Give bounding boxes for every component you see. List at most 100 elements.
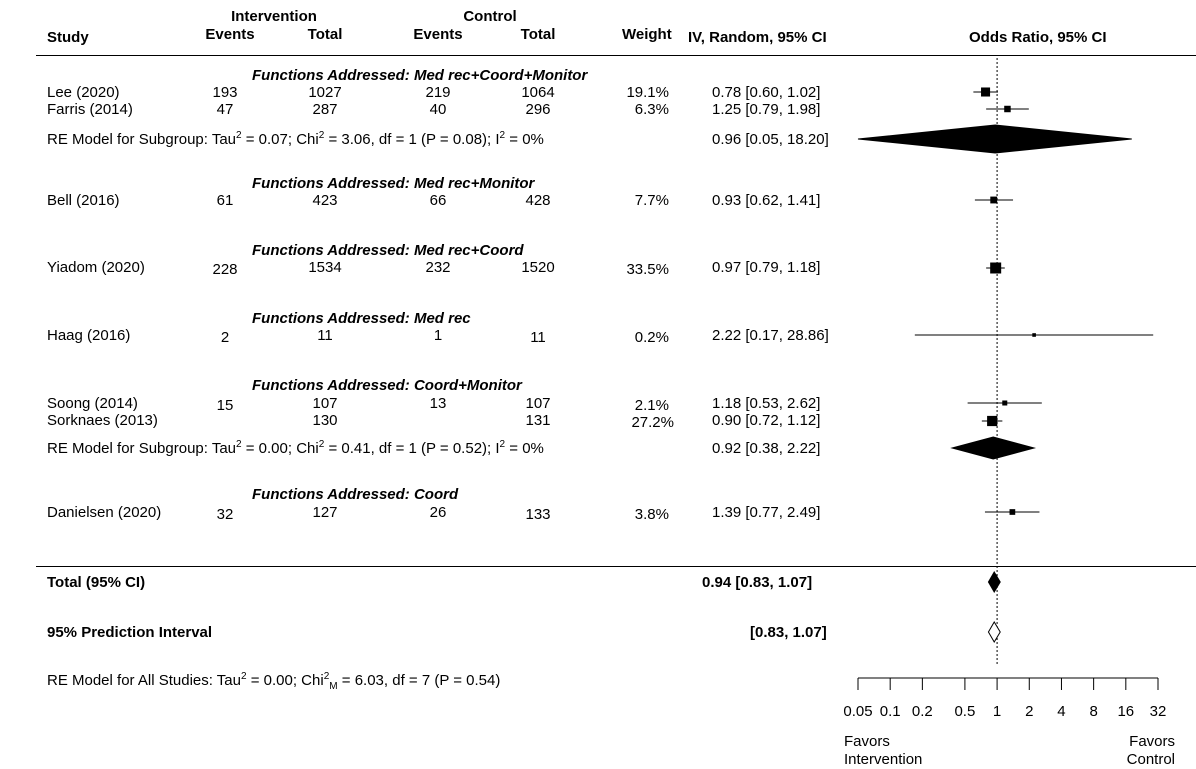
total-rule — [36, 566, 1196, 567]
x-tick-label: 2 — [1025, 703, 1033, 720]
subgroup-label: Functions Addressed: Med rec+Monitor — [252, 175, 535, 192]
favors-left: Favors — [844, 733, 890, 750]
control-total: 428 — [525, 192, 551, 209]
intervention-total: 1027 — [308, 84, 342, 101]
intervention-events: 32 — [216, 506, 234, 523]
control-events: 13 — [429, 395, 447, 412]
control-events: 232 — [425, 259, 451, 276]
control-events: 1 — [433, 327, 443, 344]
subgroup-label: Functions Addressed: Coord+Monitor — [252, 377, 522, 394]
study-ci: 0.78 [0.60, 1.02] — [712, 84, 821, 101]
study-weight: 33.5% — [626, 261, 669, 278]
control-events: 40 — [429, 101, 447, 118]
study-column-header: Study — [47, 29, 89, 46]
intervention-total: 423 — [312, 192, 338, 209]
odds-ratio-header: Odds Ratio, 95% CI — [969, 29, 1107, 46]
control-header: Control — [463, 8, 517, 25]
study-name: Yiadom (2020) — [47, 259, 145, 276]
study-name: Haag (2016) — [47, 327, 131, 344]
study-point — [1004, 105, 1011, 113]
intervention-events: 61 — [216, 192, 234, 209]
subgroup-re-stats: RE Model for Subgroup: Tau2 = 0.07; Chi2… — [47, 130, 544, 149]
intervention-events-header: Events — [205, 26, 255, 43]
intervention-total: 287 — [312, 101, 338, 118]
intervention-events: 228 — [212, 261, 238, 278]
control-events: 66 — [429, 192, 447, 209]
control-events: 219 — [425, 84, 451, 101]
intervention-total: 11 — [317, 327, 333, 344]
study-ci: 0.93 [0.62, 1.41] — [712, 192, 821, 209]
intervention-events: 15 — [216, 397, 234, 414]
study-name: Danielsen (2020) — [47, 504, 162, 521]
favors-right-2: Control — [1126, 751, 1175, 768]
study-ci: 2.22 [0.17, 28.86] — [712, 327, 829, 344]
subgroup-label: Functions Addressed: Coord — [252, 486, 459, 503]
control-total: 1064 — [521, 84, 555, 101]
intervention-events: 2 — [220, 329, 230, 346]
total-ci: 0.94 [0.83, 1.07] — [702, 574, 813, 591]
control-total: 133 — [525, 506, 551, 523]
study-point — [990, 196, 998, 204]
study-name: Farris (2014) — [47, 101, 133, 118]
study-name: Bell (2016) — [47, 192, 120, 209]
study-weight: 0.2% — [634, 329, 669, 346]
intervention-total: 107 — [312, 395, 338, 412]
study-ci: 1.39 [0.77, 2.49] — [712, 504, 821, 521]
intervention-header: Intervention — [231, 8, 317, 25]
study-weight: 3.8% — [634, 506, 669, 523]
subgroup-re-ci: 0.96 [0.05, 18.20] — [712, 131, 829, 148]
subgroup-diamond — [857, 124, 1132, 154]
subgroup-label: Functions Addressed: Med rec — [252, 310, 471, 327]
x-tick-label: 0.2 — [912, 703, 933, 720]
study-point — [1009, 509, 1016, 515]
intervention-total: 1534 — [308, 259, 342, 276]
intervention-events: 193 — [212, 84, 238, 101]
intervention-events: 47 — [216, 101, 234, 118]
study-point — [990, 262, 1002, 274]
subgroup-label: Functions Addressed: Med rec+Coord+Monit… — [252, 67, 588, 84]
favors-right: Favors — [1129, 733, 1175, 750]
study-weight: 19.1% — [626, 84, 669, 101]
subgroup-re-stats: RE Model for Subgroup: Tau2 = 0.00; Chi2… — [47, 439, 544, 458]
header-rule — [36, 55, 1196, 56]
control-total-header: Total — [520, 26, 556, 43]
x-tick-label: 32 — [1150, 703, 1167, 720]
ci-column-header: IV, Random, 95% CI — [688, 29, 827, 46]
study-ci: 1.18 [0.53, 2.62] — [712, 395, 821, 412]
control-total: 1520 — [521, 259, 555, 276]
control-total: 107 — [525, 395, 551, 412]
weight-header: Weight — [622, 26, 672, 43]
total-label: Total (95% CI) — [47, 574, 146, 591]
study-name: Sorknaes (2013) — [47, 412, 158, 429]
study-ci: 1.25 [0.79, 1.98] — [712, 101, 821, 118]
study-point — [987, 415, 998, 427]
favors-left-2: Intervention — [844, 751, 923, 768]
x-tick-label: 1 — [993, 703, 1001, 720]
study-point — [1002, 400, 1008, 406]
study-name: Soong (2014) — [47, 395, 138, 412]
study-ci: 0.90 [0.72, 1.12] — [712, 412, 821, 429]
intervention-total-header: Total — [307, 26, 343, 43]
x-tick-label: 0.1 — [880, 703, 901, 720]
subgroup-label: Functions Addressed: Med rec+Coord — [252, 242, 524, 259]
intervention-total: 130 — [312, 412, 338, 429]
control-events-header: Events — [413, 26, 463, 43]
study-weight: 27.2% — [631, 414, 674, 431]
control-events: 26 — [429, 504, 447, 521]
control-total: 296 — [525, 101, 551, 118]
study-point — [981, 87, 991, 97]
study-name: Lee (2020) — [47, 84, 120, 101]
study-ci: 0.97 [0.79, 1.18] — [712, 259, 821, 276]
subgroup-diamond — [950, 436, 1037, 460]
x-tick-label: 4 — [1057, 703, 1065, 720]
control-total: 11 — [530, 329, 546, 346]
study-weight: 6.3% — [634, 101, 669, 118]
x-tick-label: 16 — [1117, 703, 1134, 720]
x-tick-label: 0.5 — [954, 703, 975, 720]
prediction-ci: [0.83, 1.07] — [750, 624, 827, 641]
subgroup-re-ci: 0.92 [0.38, 2.22] — [712, 440, 821, 457]
x-tick-label: 0.05 — [843, 703, 872, 720]
overall-re-stats: RE Model for All Studies: Tau2 = 0.00; C… — [47, 671, 501, 692]
prediction-diamond — [987, 621, 1001, 643]
